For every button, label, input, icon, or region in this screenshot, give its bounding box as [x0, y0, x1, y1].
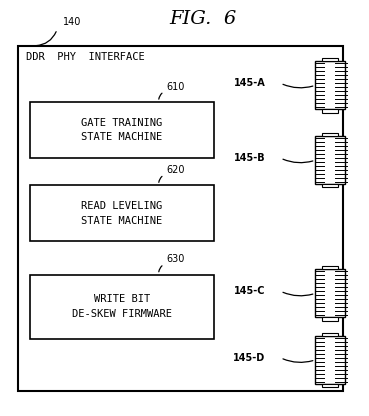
Bar [315, 336, 345, 384]
Bar [322, 384, 338, 387]
Text: READ LEVELING
STATE MACHINE: READ LEVELING STATE MACHINE [81, 201, 162, 225]
Bar [322, 58, 338, 61]
Text: 140: 140 [63, 17, 81, 27]
Bar [30, 102, 214, 158]
Text: WRITE BIT
DE-SKEW FIRMWARE: WRITE BIT DE-SKEW FIRMWARE [72, 295, 172, 319]
Bar [322, 109, 338, 113]
Bar [18, 46, 343, 391]
Bar [30, 185, 214, 241]
Text: DDR  PHY  INTERFACE: DDR PHY INTERFACE [26, 52, 145, 62]
Text: 145-A: 145-A [234, 78, 266, 88]
Bar [322, 332, 338, 336]
Bar [322, 133, 338, 136]
Text: 145-C: 145-C [234, 286, 266, 296]
Bar [322, 266, 338, 270]
Text: 610: 610 [166, 82, 184, 92]
Text: 145-B: 145-B [234, 153, 266, 163]
Bar [315, 270, 345, 317]
Text: FIG.  6: FIG. 6 [169, 10, 237, 28]
Text: GATE TRAINING
STATE MACHINE: GATE TRAINING STATE MACHINE [81, 118, 162, 142]
Bar [315, 61, 345, 109]
Bar [322, 317, 338, 321]
Text: 620: 620 [166, 165, 184, 175]
Bar [322, 184, 338, 188]
Text: 630: 630 [166, 254, 184, 264]
Text: 145-D: 145-D [234, 353, 266, 363]
Bar [30, 275, 214, 339]
Bar [315, 136, 345, 184]
